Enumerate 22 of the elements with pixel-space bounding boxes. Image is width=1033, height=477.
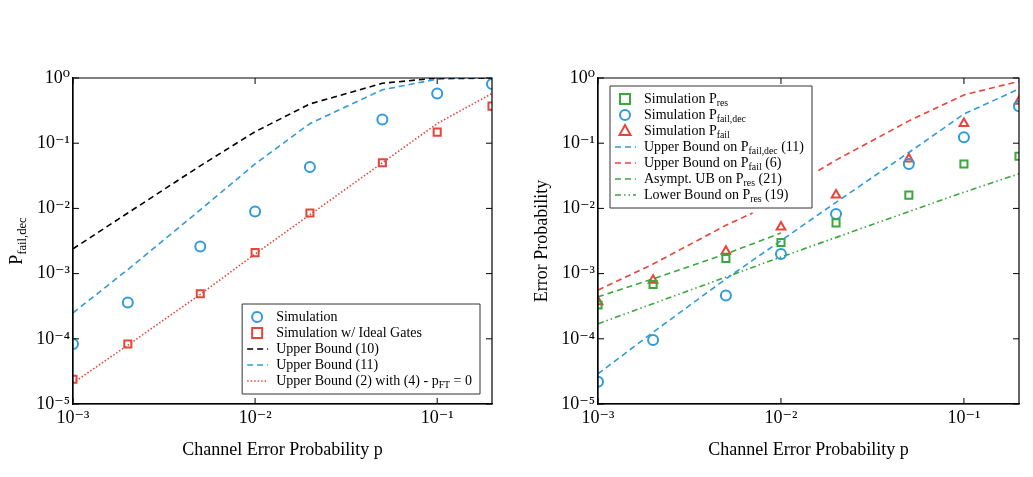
y-tick-label: 10⁻⁴ [561, 327, 595, 348]
y-tick-label: 10⁻¹ [562, 131, 595, 152]
y-axis-title: Error Probability [530, 179, 551, 303]
y-tick-label: 10⁰ [569, 66, 595, 87]
legend-label: Simulation [276, 308, 338, 324]
y-tick-label: 10⁻¹ [37, 131, 70, 152]
y-tick-label: 10⁻² [562, 197, 595, 218]
x-axis-title: Channel Error Probability p [182, 438, 383, 459]
legend-label: Upper Bound (11) [276, 356, 379, 373]
y-tick-label: 10⁻² [37, 197, 70, 218]
legend-label: Upper Bound (10) [276, 340, 380, 357]
x-tick-label: 10⁻¹ [947, 406, 981, 427]
x-tick-label: 10⁻² [764, 406, 798, 427]
x-tick-label: 10⁻¹ [420, 406, 454, 427]
x-axis-title: Channel Error Probability p [708, 438, 909, 459]
legend-label: Simulation w/ Ideal Gates [276, 324, 422, 340]
y-tick-label: 10⁰ [44, 66, 70, 87]
y-axis-title: Pfail,dec [5, 216, 29, 265]
y-tick-label: 10⁻⁴ [36, 327, 70, 348]
y-tick-label: 10⁻³ [37, 262, 71, 283]
x-tick-label: 10⁻² [238, 406, 272, 427]
y-tick-label: 10⁻³ [562, 262, 596, 283]
